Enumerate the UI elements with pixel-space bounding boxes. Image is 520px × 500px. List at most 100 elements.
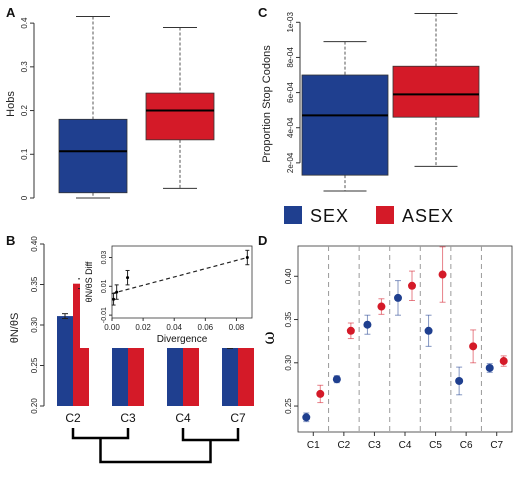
legend-asex-swatch bbox=[376, 206, 394, 224]
inset-point bbox=[126, 276, 130, 280]
panel-b-ylabel: θN/θS bbox=[9, 313, 21, 344]
c-box-sex bbox=[301, 74, 389, 176]
a-y-tick-label: 0 bbox=[20, 195, 29, 200]
b-bar-asex-c4 bbox=[183, 334, 199, 406]
inset-x-tick-label: 0.08 bbox=[229, 323, 245, 332]
d-point-asex-c3 bbox=[377, 302, 386, 311]
panel-d-ylabel: ω bbox=[259, 331, 278, 344]
inset-point bbox=[245, 256, 249, 260]
panel-c-ylabel: Proportion Stop Codons bbox=[261, 45, 273, 163]
dendrogram-root bbox=[99, 438, 212, 464]
panel-b-bars: C2 C3 C4 C7 bbox=[57, 278, 254, 425]
inset-y-tick-label: 0.03 bbox=[101, 251, 108, 265]
d-point-sex-c6 bbox=[455, 376, 464, 385]
c-y-tick-label: 8e-04 bbox=[286, 47, 295, 68]
c-box-asex bbox=[392, 65, 480, 118]
b-category-label-c4: C4 bbox=[175, 411, 191, 425]
panel-b-inset: 0.00 0.02 0.04 0.06 0.08 -0.01 0.01 0.03 Diverge… bbox=[80, 240, 256, 348]
legend: SEX ASEX bbox=[284, 206, 453, 226]
b-bar-asex-c7 bbox=[238, 340, 254, 406]
d-category-label-c7: C7 bbox=[490, 440, 503, 451]
panel-b-barchart: θN/θS 0.20 0.25 0.30 0.35 0.40 C2 C3 C4 C7 0.00… bbox=[9, 236, 256, 464]
d-category-label-c1: C1 bbox=[307, 440, 320, 451]
d-point-sex-c4 bbox=[394, 293, 402, 302]
d-point-sex-c7 bbox=[485, 363, 494, 372]
d-category-label-c6: C6 bbox=[460, 440, 473, 451]
d-point-asex-c1 bbox=[316, 389, 325, 398]
d-frame bbox=[297, 245, 513, 433]
panel-b-y-axis: 0.20 0.25 0.30 0.35 0.40 bbox=[30, 236, 45, 414]
panel-label-d: D bbox=[258, 233, 267, 248]
panel-a-boxes bbox=[58, 16, 215, 199]
dendrogram-branch-left bbox=[71, 428, 130, 440]
d-point-sex-c3 bbox=[363, 320, 372, 329]
d-point-asex-c6 bbox=[469, 342, 478, 351]
d-y-tick-label: 0.35 bbox=[284, 311, 293, 327]
d-category-label-c4: C4 bbox=[399, 440, 412, 451]
inset-x-tick-label: 0.02 bbox=[135, 323, 151, 332]
a-y-tick-label: 0.2 bbox=[20, 104, 29, 116]
d-point-asex-c2 bbox=[346, 326, 355, 335]
b-bar-asex-c3 bbox=[128, 330, 144, 406]
panel-a-boxplot: Hobs 0 0.1 0.2 0.3 0.4 bbox=[5, 16, 215, 200]
legend-sex-swatch bbox=[284, 206, 302, 224]
d-y-tick-label: 0.40 bbox=[284, 268, 293, 284]
panel-a-ylabel: Hobs bbox=[5, 91, 17, 117]
dendrogram-branch-right bbox=[181, 428, 240, 442]
inset-x-tick-label: 0.06 bbox=[198, 323, 214, 332]
legend-sex-label: SEX bbox=[310, 206, 349, 226]
b-category-label-c2: C2 bbox=[65, 411, 81, 425]
b-bar-sex-c7 bbox=[222, 346, 238, 406]
d-y-tick-label: 0.30 bbox=[284, 354, 293, 370]
inset-point bbox=[112, 297, 116, 301]
panel-d-points: C1 C2 C3 C4 C5 C6 C7 bbox=[302, 246, 508, 451]
inset-x-tick-label: 0.04 bbox=[166, 323, 182, 332]
inset-x-tick-label: 0.00 bbox=[104, 323, 120, 332]
a-y-tick-label: 0.4 bbox=[20, 17, 29, 29]
panel-c-y-axis: 2e-04 4e-04 6e-04 8e-04 1e-03 bbox=[286, 12, 301, 173]
d-point-asex-c4 bbox=[408, 281, 416, 290]
b-bar-sex-c2 bbox=[57, 316, 73, 406]
inset-y-tick-label: 0.01 bbox=[101, 279, 108, 293]
b-y-tick-label: 0.30 bbox=[30, 317, 39, 333]
panel-c-boxes bbox=[301, 13, 480, 192]
c-y-tick-label: 1e-03 bbox=[286, 12, 295, 33]
d-y-tick-label: 0.25 bbox=[284, 398, 293, 414]
inset-ylabel: θN/θS Diff bbox=[84, 261, 94, 302]
inset-xlabel: Divergence bbox=[157, 334, 208, 345]
inset-trend-line bbox=[111, 256, 248, 295]
d-point-sex-c1 bbox=[302, 413, 311, 422]
inset-frame bbox=[111, 245, 253, 319]
c-y-tick-label: 4e-04 bbox=[286, 117, 295, 138]
panel-c-boxplot: Proportion Stop Codons 2e-04 4e-04 6e-04 8e… bbox=[261, 12, 480, 192]
panel-label-c: C bbox=[258, 5, 268, 20]
d-point-asex-c7 bbox=[499, 357, 508, 366]
b-y-tick-label: 0.25 bbox=[30, 357, 39, 373]
b-category-label-c7: C7 bbox=[230, 411, 246, 425]
b-bar-sex-c3 bbox=[112, 343, 128, 406]
d-category-label-c2: C2 bbox=[337, 440, 350, 451]
a-box-asex bbox=[145, 92, 215, 141]
b-bar-sex-c4 bbox=[167, 335, 183, 406]
c-y-tick-label: 2e-04 bbox=[286, 152, 295, 173]
inset-point bbox=[115, 290, 119, 294]
panel-d-y-axis: 0.25 0.30 0.35 0.40 bbox=[284, 245, 513, 433]
d-category-label-c3: C3 bbox=[368, 440, 381, 451]
inset-y-tick-label: -0.01 bbox=[101, 307, 108, 323]
c-y-tick-label: 6e-04 bbox=[286, 82, 295, 103]
d-point-asex-c5 bbox=[438, 270, 447, 279]
a-y-tick-label: 0.1 bbox=[20, 148, 29, 160]
b-y-tick-label: 0.35 bbox=[30, 276, 39, 292]
b-category-label-c3: C3 bbox=[120, 411, 136, 425]
panel-label-b: B bbox=[6, 233, 15, 248]
a-box-sex bbox=[58, 118, 128, 194]
a-y-tick-label: 0.3 bbox=[20, 61, 29, 73]
panel-d-pointplot: ω 0.25 0.30 0.35 0.40 C1 C2 C3 C4 C5 C6 C7 bbox=[259, 245, 513, 451]
d-category-label-c5: C5 bbox=[429, 440, 442, 451]
b-y-tick-label: 0.40 bbox=[30, 236, 39, 252]
panel-b-dendrogram bbox=[71, 428, 240, 464]
d-point-sex-c5 bbox=[424, 326, 433, 335]
b-y-tick-label: 0.20 bbox=[30, 398, 39, 414]
panel-label-a: A bbox=[6, 5, 16, 20]
